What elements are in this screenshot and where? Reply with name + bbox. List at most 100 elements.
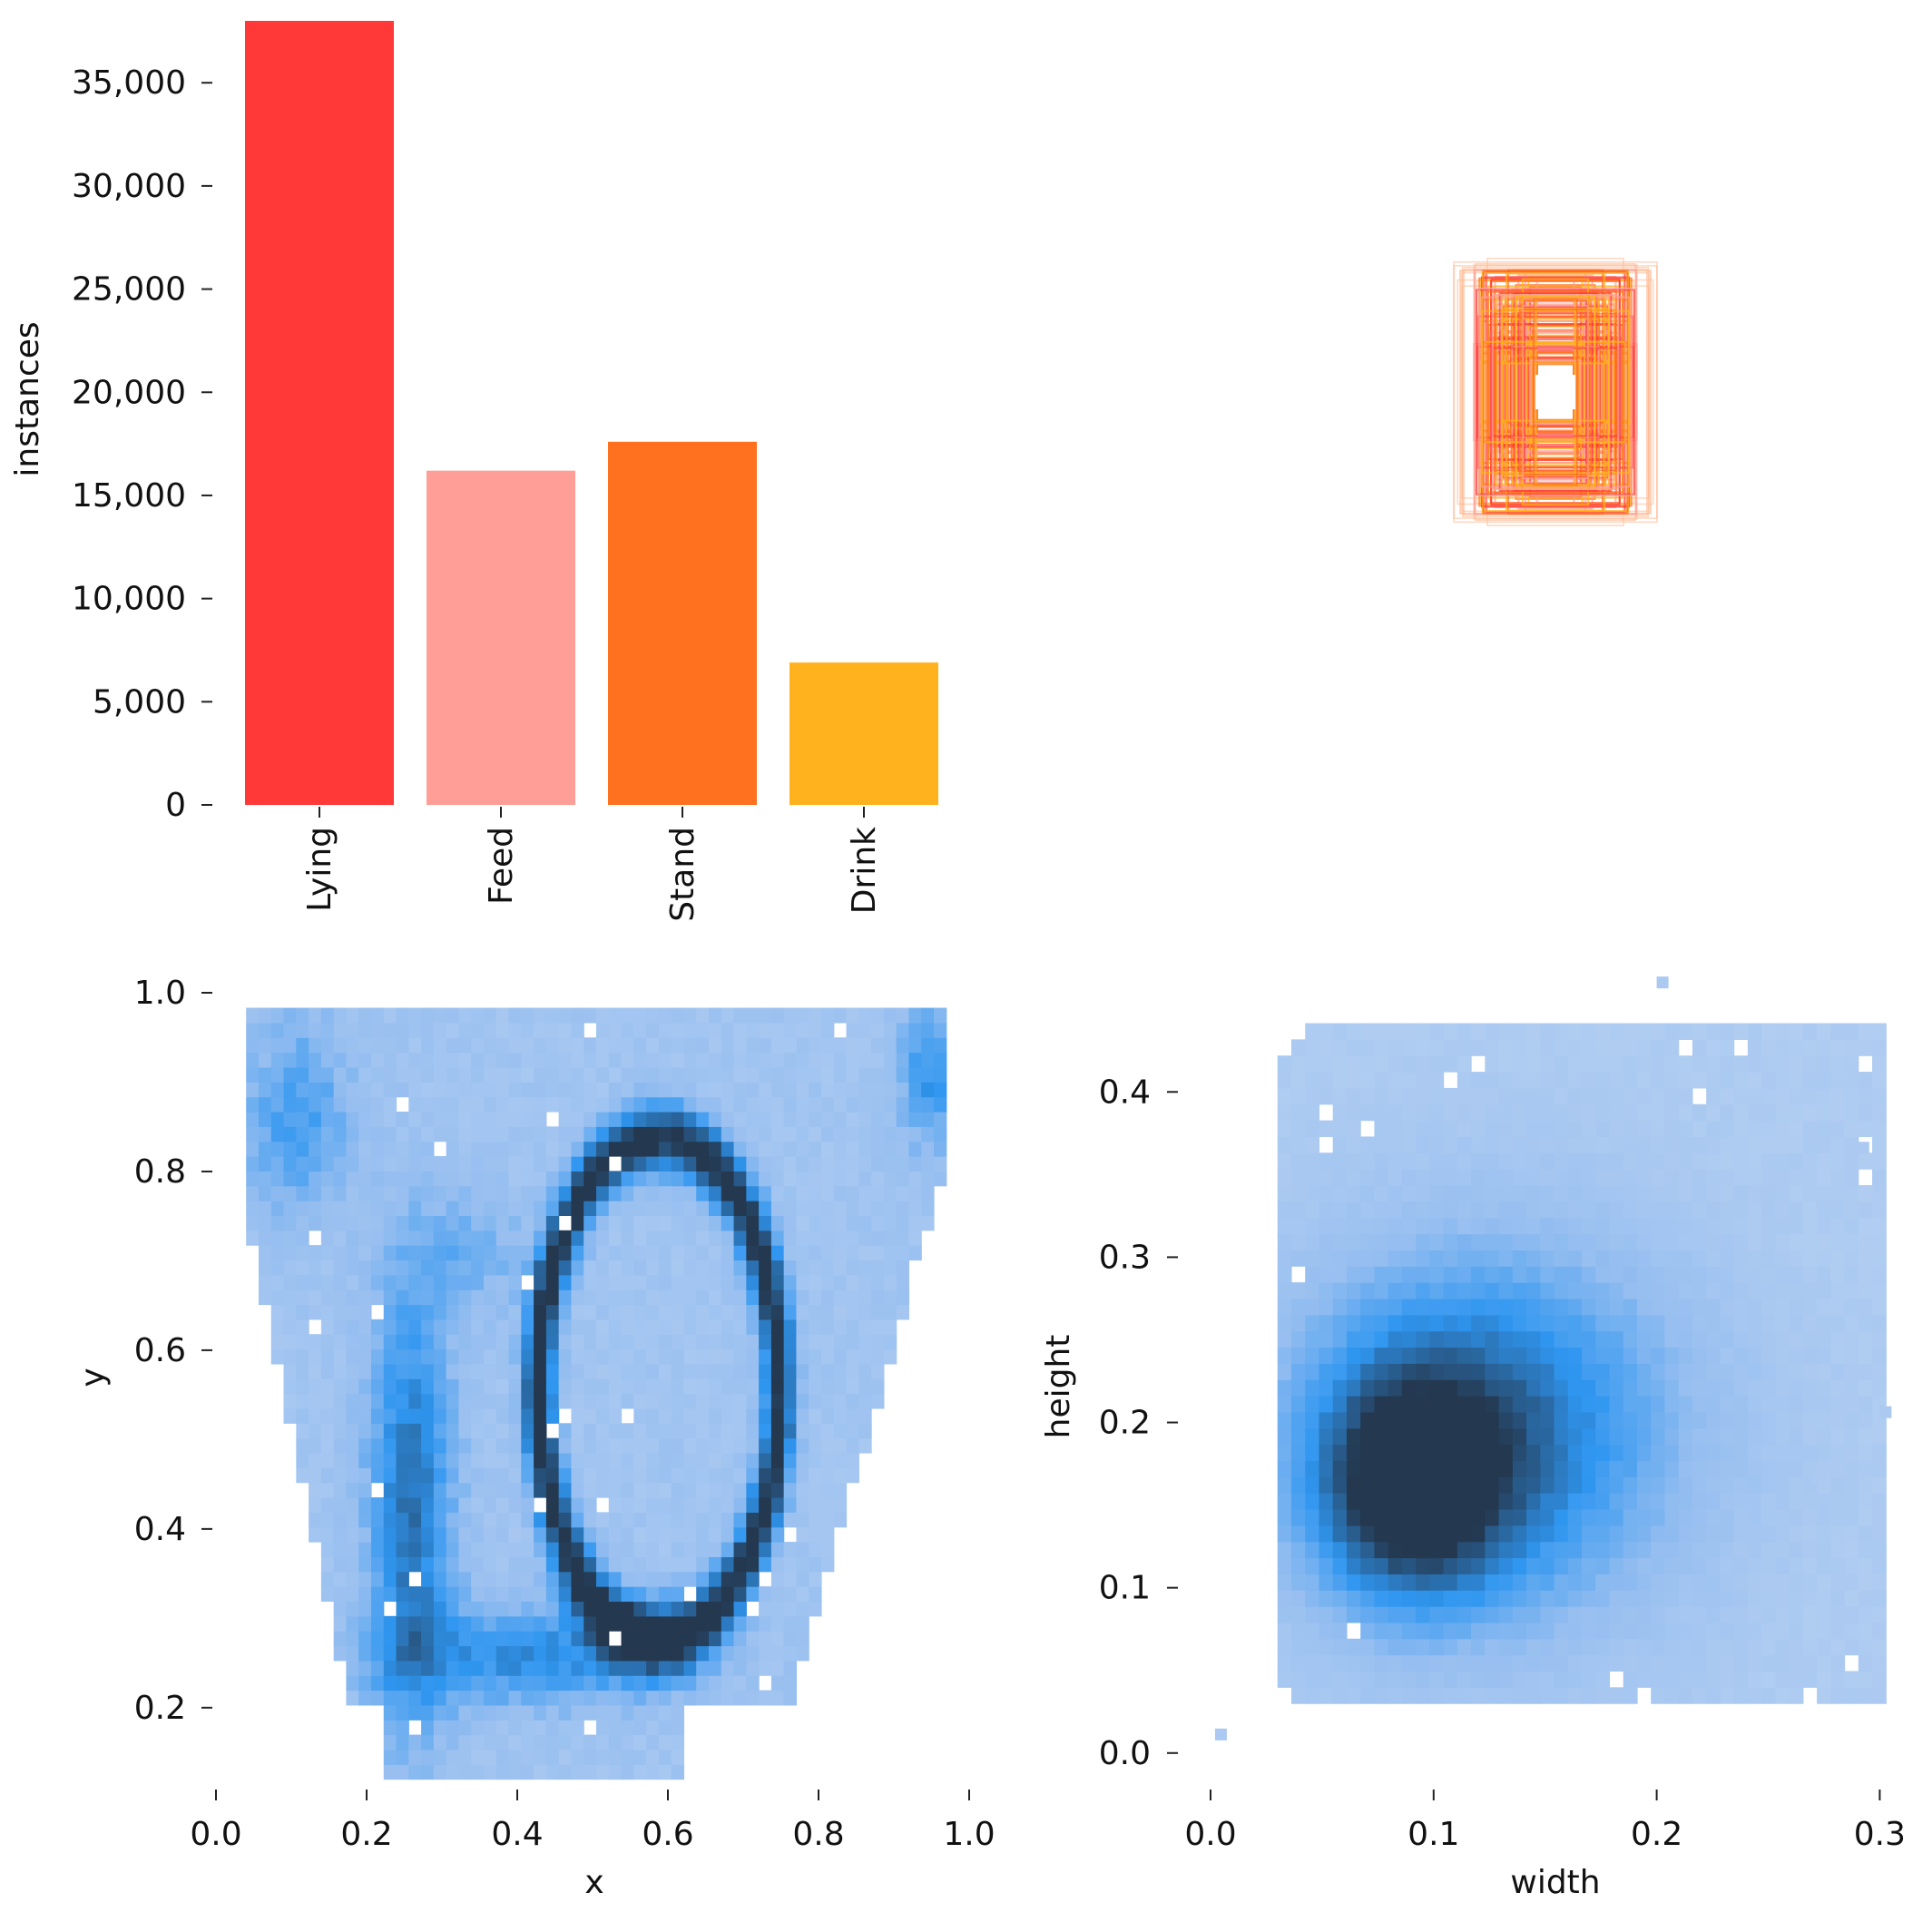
xy-heatmap-cell bbox=[608, 1542, 623, 1557]
wh-heatmap-cell bbox=[1498, 1347, 1514, 1364]
wh-heatmap-cell bbox=[1775, 1152, 1790, 1170]
xy-heatmap-cell bbox=[283, 1156, 297, 1172]
xy-heatmap-cell bbox=[708, 1378, 722, 1395]
wh-heatmap-cell bbox=[1747, 1201, 1762, 1219]
xy-heatmap-cell bbox=[421, 1007, 435, 1024]
xy-heatmap-cell bbox=[809, 1126, 822, 1142]
xy-heatmap-cell bbox=[558, 1690, 573, 1706]
xy-heatmap-cell bbox=[721, 1467, 735, 1484]
wh-heatmap-cell bbox=[1623, 1201, 1638, 1219]
wh-heatmap-cell bbox=[1872, 1120, 1887, 1138]
wh-heatmap-cell bbox=[1401, 1184, 1417, 1202]
xy-heatmap-cell bbox=[471, 1230, 485, 1246]
xy-heatmap-cell bbox=[309, 1037, 322, 1054]
xy-heatmap-cell bbox=[320, 1393, 335, 1409]
xy-y-axis: 0.20.40.60.81.0 bbox=[134, 975, 212, 1727]
wh-heatmap-cell bbox=[1582, 1298, 1596, 1316]
xy-heatmap-cell bbox=[396, 1556, 409, 1573]
xy-heatmap-cell bbox=[858, 1022, 872, 1038]
wh-heatmap-cell bbox=[1775, 1120, 1790, 1138]
wh-heatmap-cell bbox=[1802, 1039, 1818, 1056]
wh-heatmap-cell bbox=[1789, 1396, 1804, 1413]
xy-heatmap-cells bbox=[246, 1007, 947, 1780]
wh-heatmap-cell bbox=[1498, 1266, 1514, 1283]
xy-heatmap-cell bbox=[495, 1052, 510, 1068]
xy-heatmap-cell bbox=[858, 1378, 872, 1395]
wh-heatmap-cell bbox=[1443, 1282, 1458, 1299]
xy-heatmap-cell bbox=[820, 1215, 835, 1231]
xy-heatmap-cell bbox=[820, 1037, 835, 1054]
xy-heatmap-cell bbox=[421, 1437, 435, 1454]
wh-heatmap-cell bbox=[1485, 1233, 1500, 1250]
wh-heatmap-cell bbox=[1609, 1557, 1624, 1574]
wh-heatmap-cell bbox=[1456, 1493, 1472, 1510]
wh-heatmap-cell bbox=[1789, 1169, 1804, 1186]
xy-heatmap-cell bbox=[333, 1007, 348, 1024]
wh-heatmap-cell bbox=[1277, 1654, 1292, 1672]
xy-heatmap-cell bbox=[534, 1156, 547, 1172]
xy-heatmap-cell bbox=[584, 1645, 597, 1662]
xy-heatmap-cell bbox=[833, 1201, 848, 1217]
xy-heatmap-cell bbox=[746, 1542, 760, 1557]
xy-heatmap-cell bbox=[320, 1082, 335, 1098]
xy-heatmap-cell bbox=[759, 1245, 772, 1261]
xy-heatmap-cell bbox=[595, 1720, 610, 1736]
wh-heatmap-cell bbox=[1360, 1396, 1376, 1413]
xy-heatmap-cell bbox=[545, 1497, 560, 1513]
xy-heatmap-cell bbox=[421, 1096, 435, 1113]
wh-heatmap-cell bbox=[1374, 1266, 1389, 1283]
xy-heatmap-cell bbox=[358, 1571, 372, 1587]
xy-heatmap-cell bbox=[483, 1423, 497, 1439]
xy-heatmap-cell bbox=[696, 1037, 710, 1054]
xy-heatmap-cell bbox=[621, 1171, 634, 1187]
wh-heatmap-cell bbox=[1416, 1282, 1430, 1299]
wh-heatmap-cell bbox=[1374, 1233, 1389, 1250]
wh-heatmap-cell bbox=[1443, 1541, 1458, 1559]
xy-heatmap-cell bbox=[658, 1171, 672, 1187]
xy-heatmap-cell bbox=[846, 1467, 859, 1484]
xy-heatmap-cell bbox=[646, 1334, 660, 1350]
wh-heatmap-cell bbox=[1761, 1347, 1776, 1364]
wh-heatmap-cell bbox=[1844, 1622, 1859, 1640]
xy-heatmap-cell bbox=[733, 1111, 747, 1127]
xy-heatmap-cell bbox=[421, 1482, 435, 1498]
xy-heatmap-cell bbox=[658, 1675, 672, 1692]
xy-heatmap-cell bbox=[333, 1141, 348, 1157]
xy-heatmap-cell bbox=[521, 1334, 534, 1350]
xy-heatmap-cell bbox=[858, 1274, 872, 1290]
xy-heatmap-cell bbox=[408, 1482, 422, 1498]
xy-heatmap-cell bbox=[721, 1082, 735, 1098]
xy-heatmap-cell bbox=[733, 1096, 747, 1113]
wh-heatmap-cell bbox=[1636, 1363, 1652, 1380]
xy-heatmap-cell bbox=[521, 1586, 534, 1603]
xy-heatmap-cell bbox=[521, 1734, 534, 1750]
xy-heatmap-cell bbox=[608, 1586, 623, 1603]
wh-heatmap-cell bbox=[1485, 1379, 1500, 1397]
xy-heatmap-cell bbox=[283, 1290, 297, 1306]
wh-heatmap-cell bbox=[1830, 1314, 1846, 1332]
wh-heatmap-cell bbox=[1747, 1072, 1762, 1089]
xy-heatmap-cell bbox=[370, 1378, 385, 1395]
wh-heatmap-cell bbox=[1623, 1687, 1638, 1704]
xy-heatmap-cell bbox=[571, 1704, 584, 1721]
wh-heatmap-cell bbox=[1706, 1347, 1721, 1364]
wh-heatmap-cell bbox=[1290, 1233, 1306, 1250]
wh-heatmap-cell bbox=[1817, 1379, 1831, 1397]
xy-heatmap-cell bbox=[521, 1571, 534, 1587]
xy-heatmap-cell bbox=[446, 1675, 460, 1692]
wh-heatmap-cell bbox=[1830, 1638, 1846, 1656]
xy-heatmap-cell bbox=[733, 1571, 747, 1587]
xy-heatmap-cell bbox=[309, 1304, 322, 1320]
xy-heatmap-cell bbox=[883, 1007, 897, 1024]
xy-heatmap-cell bbox=[658, 1704, 672, 1721]
xy-heatmap-cell bbox=[696, 1171, 710, 1187]
xy-heatmap-cell bbox=[696, 1082, 710, 1098]
xy-heatmap-cell bbox=[933, 1082, 947, 1098]
wh-heatmap-cell bbox=[1678, 1508, 1693, 1526]
xy-heatmap-cell bbox=[820, 1022, 835, 1038]
label-box bbox=[1525, 343, 1586, 441]
xy-heatmap-cell bbox=[658, 1749, 672, 1765]
wh-heatmap-cell bbox=[1305, 1622, 1320, 1640]
xy-heatmap-cell bbox=[433, 1022, 447, 1038]
wh-heatmap-cell bbox=[1872, 1169, 1887, 1186]
